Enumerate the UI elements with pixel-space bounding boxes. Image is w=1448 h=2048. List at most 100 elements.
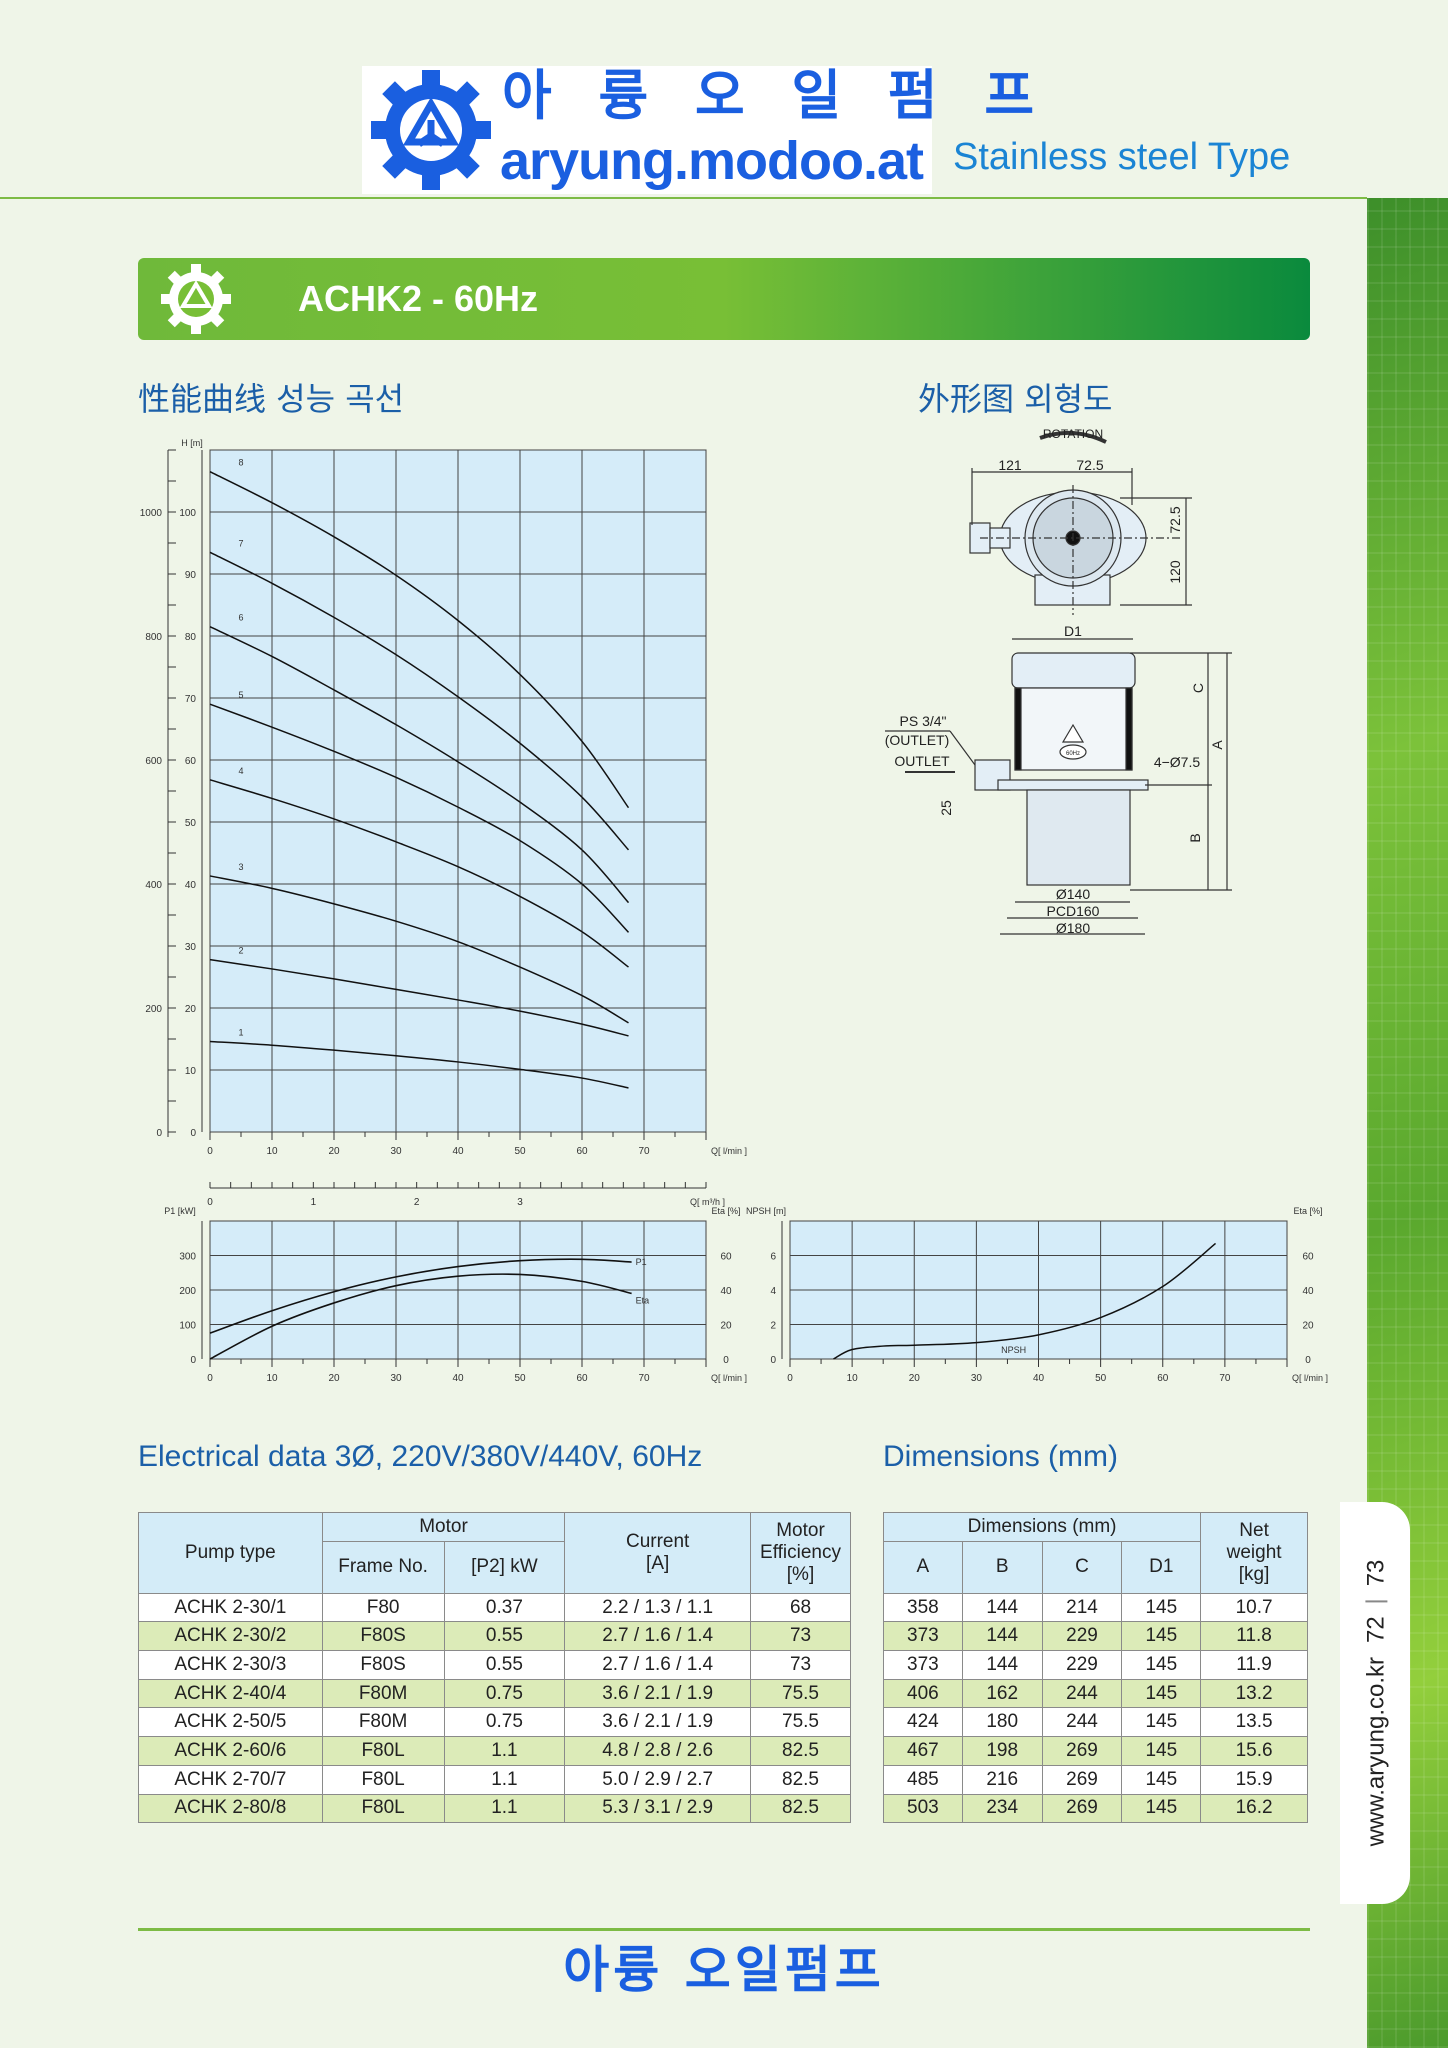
- table-cell: 73: [750, 1621, 851, 1652]
- y2-tick-label: 60: [720, 1252, 732, 1263]
- table-cell: 13.2: [1200, 1678, 1308, 1709]
- table-cell: 2.2 / 1.3 / 1.1: [564, 1592, 752, 1623]
- curve-stages-1: [209, 1040, 629, 1089]
- table-cell: 180: [961, 1707, 1043, 1738]
- table-cell: 1.1: [443, 1736, 566, 1766]
- table-cell: 15.9: [1200, 1764, 1308, 1795]
- table-cell: 144: [961, 1621, 1043, 1652]
- outline-drawing: ROTATION 121 72.5 72.5 120 D1 60Hz PS 3/…: [885, 427, 1232, 936]
- secondary-y-tick-label: 400: [145, 880, 162, 891]
- table-cell: 2.7 / 1.6 / 1.4: [564, 1621, 752, 1652]
- table-cell: 1.1: [443, 1764, 566, 1795]
- table-cell: ACHK 2-60/6: [138, 1736, 323, 1766]
- y-tick-label: 100: [179, 508, 196, 519]
- table-cell: ACHK 2-70/7: [138, 1764, 323, 1795]
- y-tick-label: 70: [185, 694, 197, 705]
- table-cell: ACHK 2-40/4: [138, 1678, 323, 1709]
- table-cell: 13.5: [1200, 1707, 1308, 1738]
- header-p2: [P2] kW: [443, 1540, 566, 1594]
- y-tick-label: 0: [770, 1355, 776, 1366]
- table-cell: 234: [961, 1793, 1043, 1824]
- table-cell: 406: [883, 1678, 963, 1709]
- rotation-label: ROTATION: [1043, 427, 1103, 441]
- table-cell: 1.1: [443, 1793, 566, 1824]
- y-tick-label: 40: [185, 880, 197, 891]
- series-label: NPSH: [1001, 1345, 1026, 1355]
- table-row: 503 234 269 145 16.2: [883, 1793, 1308, 1824]
- website-link[interactable]: www.aryung.co.kr: [1362, 1657, 1389, 1847]
- y2-tick-label: 60: [1302, 1252, 1314, 1263]
- curve-label: 7: [238, 538, 243, 548]
- x-tick-label: 0: [787, 1373, 793, 1384]
- table-cell: 0.75: [443, 1678, 566, 1709]
- electrical-data-table: Pump type Motor Current [A] Motor Efficien…: [138, 1512, 851, 1824]
- table-cell: 229: [1041, 1650, 1123, 1680]
- curve-label: 2: [238, 946, 243, 956]
- table-cell: 216: [961, 1764, 1043, 1795]
- x-tick-label: 40: [1033, 1373, 1045, 1384]
- header-b: B: [961, 1540, 1043, 1594]
- dim-pcd160: PCD160: [1047, 903, 1100, 919]
- header-a: A: [883, 1540, 963, 1594]
- table-cell: ACHK 2-80/8: [138, 1793, 323, 1824]
- secondary-x-axis-label: Q[ m³/h ]: [690, 1197, 725, 1207]
- x-tick-label: 30: [390, 1373, 402, 1384]
- outlet-label: OUTLET: [894, 753, 950, 769]
- secondary-x-tick-label: 1: [311, 1197, 317, 1208]
- performance-heading: 性能曲线 성능 곡선: [138, 380, 405, 418]
- logo-url: aryung.modoo.at: [500, 131, 924, 191]
- x-axis-label: Q[ l/min ]: [711, 1146, 747, 1156]
- footer-divider: [138, 1928, 1310, 1931]
- header-current: Current [A]: [564, 1512, 752, 1594]
- table-cell: F80S: [321, 1650, 445, 1680]
- curve-stages-8: [209, 471, 630, 809]
- x-tick-label: 0: [207, 1146, 213, 1157]
- y-axis-label: H [m]: [181, 438, 203, 448]
- table-cell: 145: [1121, 1621, 1202, 1652]
- curve-label: 8: [238, 458, 243, 468]
- outlet-paren-label: (OUTLET): [885, 732, 950, 748]
- y-tick-label: 30: [185, 942, 197, 953]
- curve-p1: [209, 1258, 632, 1334]
- y-tick-label: 20: [185, 1004, 197, 1015]
- x-tick-label: 50: [514, 1373, 526, 1384]
- page-tab: [1340, 1502, 1410, 1904]
- table-cell: 145: [1121, 1592, 1202, 1623]
- motor-cover: [1011, 652, 1136, 689]
- secondary-x-tick-label: 0: [207, 1197, 213, 1208]
- table-cell: F80L: [321, 1764, 445, 1795]
- table-cell: 15.6: [1200, 1736, 1308, 1766]
- x-tick-label: 40: [452, 1146, 464, 1157]
- x-tick-label: 50: [1095, 1373, 1107, 1384]
- y2-tick-label: 40: [1302, 1286, 1314, 1297]
- table-row: ACHK 2-30/1 F80 0.37 2.2 / 1.3 / 1.1 68: [138, 1592, 851, 1623]
- y-tick-label: 90: [185, 570, 197, 581]
- x-tick-label: 60: [1157, 1373, 1169, 1384]
- outlet-pipe: [974, 759, 1011, 791]
- table-cell: 198: [961, 1736, 1043, 1766]
- x-tick-label: 40: [452, 1373, 464, 1384]
- table-cell: 373: [883, 1650, 963, 1680]
- table-cell: 162: [961, 1678, 1043, 1709]
- x-tick-label: 70: [1219, 1373, 1231, 1384]
- dim-25: 25: [938, 800, 954, 816]
- y-tick-label: 100: [179, 1321, 196, 1332]
- dimensions-table: Dimensions (mm) Net weight [kg] A B C D1 3…: [882, 1512, 1308, 1824]
- x-tick-label: 10: [847, 1373, 859, 1384]
- y-axis-label: P1 [kW]: [164, 1206, 196, 1216]
- page-separator: [1365, 1600, 1387, 1603]
- table-cell: 145: [1121, 1736, 1202, 1766]
- header-efficiency: Motor Efficiency [%]: [750, 1512, 851, 1594]
- table-cell: 424: [883, 1707, 963, 1738]
- dim-d1: D1: [1064, 623, 1082, 639]
- model-title: ACHK2 - 60Hz: [298, 278, 539, 319]
- gear-icon: [161, 264, 231, 334]
- table-cell: F80L: [321, 1793, 445, 1824]
- y-tick-label: 300: [179, 1252, 196, 1263]
- table-cell: 373: [883, 1621, 963, 1652]
- curve-label: 6: [238, 613, 243, 623]
- table-cell: 0.55: [443, 1650, 566, 1680]
- table-row: ACHK 2-30/2 F80S 0.55 2.7 / 1.6 / 1.4 73: [138, 1621, 851, 1652]
- table-cell: 503: [883, 1793, 963, 1824]
- table-cell: 73: [750, 1650, 851, 1680]
